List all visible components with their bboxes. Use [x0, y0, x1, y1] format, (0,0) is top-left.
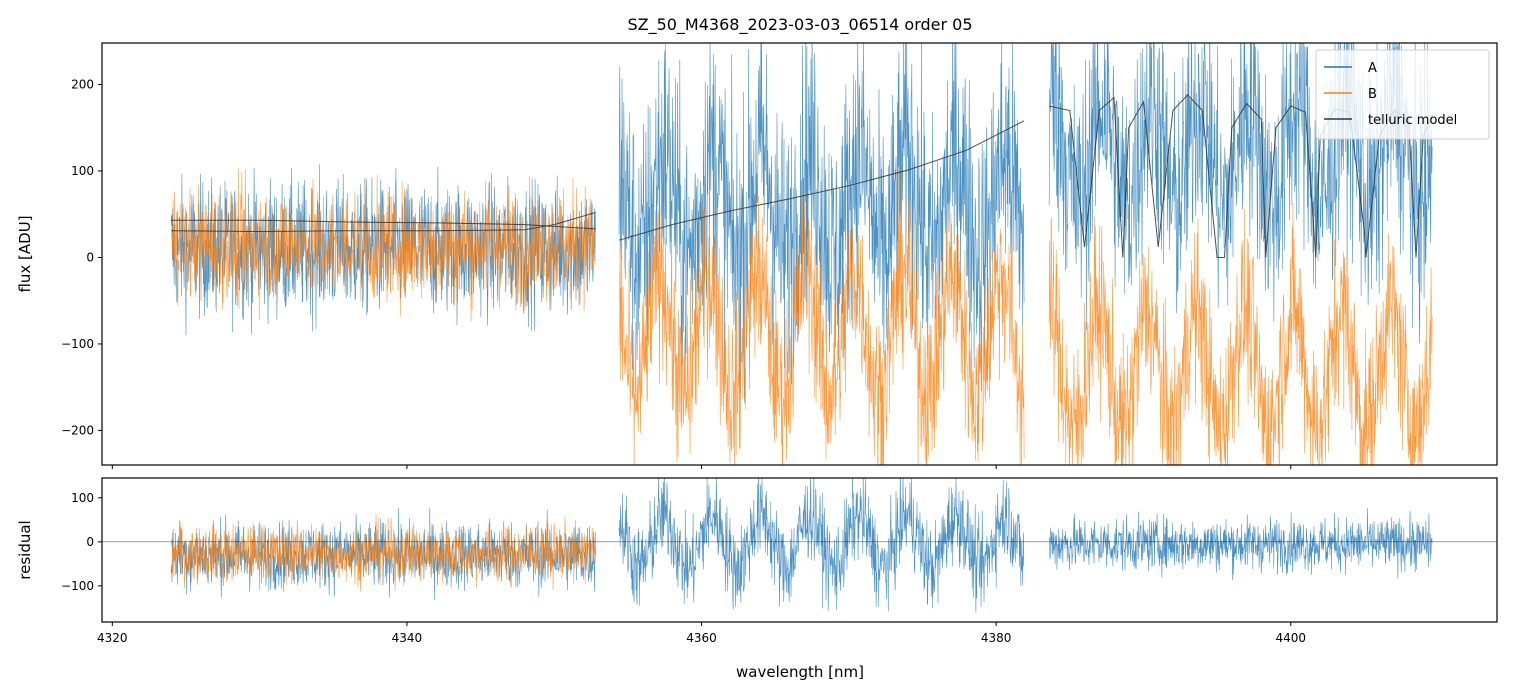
top-plot-data [170, 43, 1433, 465]
top-x-axis-ticks [111, 465, 1292, 469]
chart-title: SZ_50_M4368_2023-03-03_06514 order 05 [627, 15, 972, 35]
bottom-plot-data [102, 478, 1497, 613]
y-tick-label: −100 [61, 337, 94, 351]
telluric-model-line [1049, 94, 1433, 258]
y-tick-label: 200 [71, 78, 94, 92]
telluric-model-line [171, 219, 596, 230]
residual-b-line [170, 513, 596, 592]
series-a-line [1048, 43, 1433, 344]
y-tick-label: −200 [61, 423, 94, 437]
top-y-axis-label: flux [ADU] [16, 215, 34, 292]
y-tick-label: 0 [86, 535, 94, 549]
y-tick-label: 100 [71, 491, 94, 505]
x-axis-label: wavelength [nm] [736, 663, 864, 681]
x-tick-label: 4320 [97, 631, 128, 645]
legend-label-b: B [1368, 87, 1377, 102]
top-y-axis: −200 −100 0 100 200 [61, 78, 102, 437]
legend-label-telluric: telluric model [1368, 113, 1457, 128]
bottom-y-axis: −100 0 100 [61, 491, 102, 593]
x-tick-label: 4340 [392, 631, 423, 645]
x-tick-label: 4380 [981, 631, 1012, 645]
series-b-line [618, 169, 1025, 465]
series-b-line [170, 168, 596, 323]
bottom-y-axis-label: residual [16, 520, 34, 579]
residual-a-line [1048, 508, 1433, 581]
y-tick-label: 0 [86, 250, 94, 264]
y-tick-label: 100 [71, 164, 94, 178]
residual-a-line [618, 478, 1025, 613]
y-tick-label: −100 [61, 579, 94, 593]
x-tick-label: 4400 [1275, 631, 1306, 645]
bottom-x-axis: 4320 4340 4360 4380 4400 [97, 622, 1306, 645]
telluric-model-line [618, 120, 1025, 241]
legend-box [1315, 49, 1490, 140]
series-a-line [618, 43, 1025, 404]
x-tick-label: 4360 [686, 631, 717, 645]
bottom-axes-frame [101, 477, 1498, 623]
series-b-line [1048, 203, 1433, 465]
top-axes-frame [101, 42, 1498, 466]
legend: A B telluric model [1315, 49, 1490, 140]
telluric-model-line [171, 212, 596, 233]
legend-label-a: A [1368, 61, 1377, 76]
